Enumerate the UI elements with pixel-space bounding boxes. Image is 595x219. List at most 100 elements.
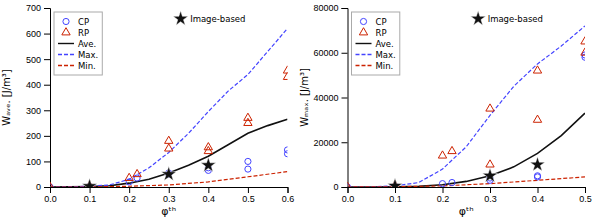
tick-mark [44, 110, 50, 111]
tick-label: 0.0 [342, 194, 355, 204]
point [486, 104, 494, 111]
point [439, 181, 445, 187]
tick: 60000 [313, 48, 347, 58]
tick-mark [169, 187, 170, 193]
point [201, 157, 216, 171]
point [348, 182, 352, 187]
point [126, 179, 132, 185]
tick-label: 0.3 [163, 194, 176, 204]
legend-swatch [360, 18, 366, 24]
annotation: Image-based [471, 11, 543, 25]
legend-item: Ave. [356, 39, 394, 49]
point [533, 115, 541, 122]
legend-label: Min. [78, 61, 96, 71]
point [165, 144, 173, 151]
legend-swatch [62, 28, 70, 35]
points [50, 147, 288, 187]
legend-item: Max. [356, 50, 396, 60]
tick-mark [342, 98, 348, 99]
tick-label: 0.1 [389, 194, 402, 204]
tick: 600 [26, 29, 50, 39]
y-axis: 0100200300400500600700 [26, 3, 51, 192]
line [348, 26, 586, 187]
panel: 0.0 0.1 0.2 0.3 0.4 0.5 0 20000 40000 60000 80000 φ… [299, 3, 592, 218]
tick: 80000 [313, 3, 347, 13]
tick: 0 [36, 182, 50, 192]
tick-label: 500 [26, 55, 41, 65]
point [125, 173, 133, 180]
line [348, 113, 586, 187]
legend-item: CP [63, 17, 89, 27]
tick-label: 0.2 [437, 194, 450, 204]
point [284, 147, 287, 153]
tick: 100 [26, 157, 50, 167]
annotation-label: Image-based [488, 14, 543, 24]
tick: 0.0 [342, 187, 355, 204]
tick-mark [342, 53, 348, 54]
point [133, 169, 141, 176]
tick: 0.2 [437, 187, 450, 204]
panel: 0.00.10.20.30.40.50.60100200300400500600… [1, 3, 294, 218]
point [486, 160, 494, 167]
tick: 200 [26, 131, 50, 141]
tick-mark [538, 187, 539, 193]
y-axis-title: Wₐᵥₑ. [J/m³] [1, 69, 12, 125]
axis-line [44, 9, 51, 188]
tick: 300 [26, 106, 50, 116]
point [438, 151, 446, 158]
line [348, 177, 586, 187]
tick-mark [342, 142, 348, 143]
point [50, 182, 54, 187]
tick-label: 40000 [313, 93, 338, 103]
point [244, 113, 252, 120]
legend-label: CP [376, 17, 387, 27]
tick: 0.3 [484, 187, 497, 204]
tick-label: 200 [26, 131, 41, 141]
tick: 0.3 [163, 187, 176, 204]
tick-label: 0.3 [484, 194, 497, 204]
point [387, 178, 402, 187]
plot-area [50, 28, 288, 187]
legend-swatch [58, 54, 74, 55]
tick: 0.2 [123, 187, 136, 204]
tick-label: 100 [26, 157, 41, 167]
point [82, 178, 97, 187]
legend-swatch [356, 54, 372, 55]
tick-mark [44, 8, 50, 9]
tick-mark [395, 187, 396, 193]
legend-item: Min. [58, 61, 96, 71]
annotation-symbol [471, 11, 486, 25]
tick-mark [342, 187, 348, 188]
legend-swatch [356, 43, 372, 44]
legend-label: Max. [376, 50, 396, 60]
tick-label: 0 [36, 182, 41, 192]
tick-mark [90, 187, 91, 193]
point [165, 136, 173, 143]
tick-label: 0.2 [123, 194, 136, 204]
legend-item: Ave. [58, 39, 96, 49]
points [348, 37, 586, 187]
annotation-label: Image-based [190, 14, 245, 24]
legend-item: CP [360, 17, 386, 27]
tick: 0.4 [532, 187, 545, 204]
axis-line [51, 188, 289, 194]
legend-item: RP [359, 28, 386, 38]
x-axis: 0.00.10.20.30.40.50.6 [44, 187, 294, 204]
tick: 0.5 [579, 187, 592, 204]
legend-item: RP [62, 28, 89, 38]
tick-label: 20000 [313, 138, 338, 148]
tick-mark [443, 187, 444, 193]
x-axis-title: φᵗʰ [459, 205, 474, 218]
legend-frame [54, 12, 102, 75]
tick-mark [342, 8, 348, 9]
figure: 0.00.10.20.30.40.50.60100200300400500600… [0, 0, 595, 219]
axis-line [342, 9, 349, 188]
axis-line [348, 188, 586, 194]
tick-label: 0.4 [203, 194, 216, 204]
legend-label: RP [78, 28, 89, 38]
tick-label: 0 [333, 182, 338, 192]
point [245, 166, 251, 172]
tick-label: 0.5 [242, 194, 255, 204]
annotation: Image-based [173, 11, 245, 25]
y-axis: 0 20000 40000 60000 80000 [313, 3, 348, 192]
